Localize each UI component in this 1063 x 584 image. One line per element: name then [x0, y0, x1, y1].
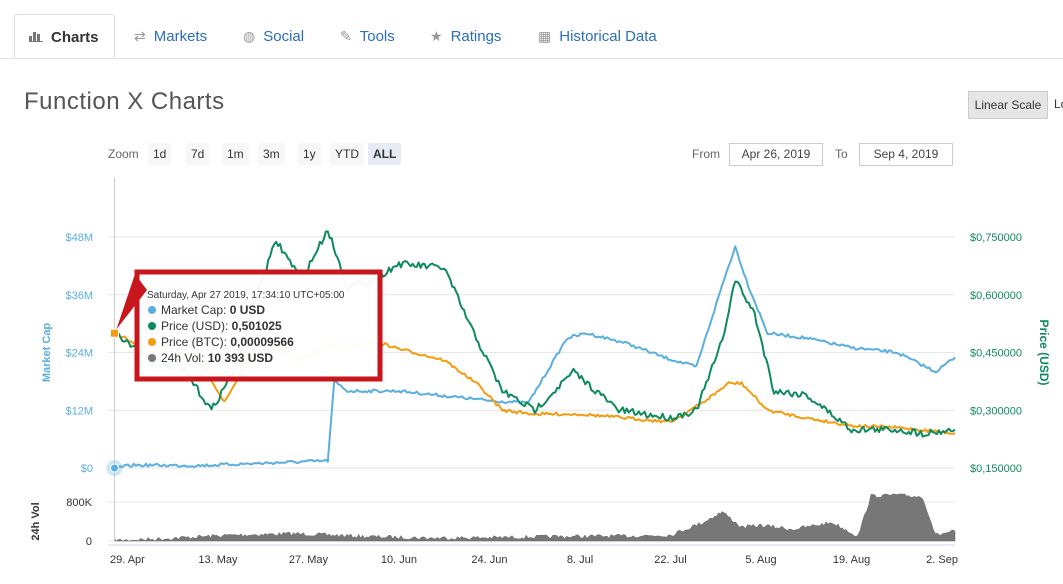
x-tick-label: 8. Jul	[567, 554, 593, 566]
left-tick-label: $48M	[65, 232, 93, 244]
tab-charts[interactable]: Charts	[14, 14, 115, 58]
calendar-icon: ▦	[538, 28, 552, 44]
price-chart[interactable]: $0 $0,150000 $12M $0,300000 $24M $0,450000 $36…	[0, 170, 1063, 584]
x-tick-label: 2. Sep	[926, 554, 958, 566]
left-tick-label: $24M	[65, 348, 93, 360]
tab-label: Historical Data	[559, 28, 657, 45]
market-cap-marker	[109, 463, 119, 473]
left-tick-label: $0	[81, 463, 93, 475]
volume-axis-title: 24h Vol	[30, 502, 42, 540]
tab-label: Markets	[153, 28, 208, 45]
zoom-3m-button[interactable]: 3m	[258, 143, 285, 165]
tooltip-row: Price (BTC): 0,00009566	[161, 335, 294, 349]
tooltip-bullet	[148, 306, 156, 314]
right-axis-title: Price (USD)	[1037, 319, 1051, 385]
zoom-1m-button[interactable]: 1m	[222, 143, 249, 165]
tooltip-box	[134, 269, 383, 382]
tab-social[interactable]: ◍ Social	[243, 14, 304, 58]
left-tick-label: $36M	[65, 290, 93, 302]
from-label: From	[692, 147, 720, 161]
volume-tick-label: 0	[86, 536, 92, 548]
zoom-label: Zoom	[108, 147, 139, 161]
tab-ratings[interactable]: ★ Ratings	[430, 14, 501, 58]
tooltip-bullet	[148, 354, 156, 362]
tooltip-bullet	[148, 338, 156, 346]
x-tick-label: 24. Jun	[471, 554, 507, 566]
bar-chart-icon	[29, 15, 43, 59]
from-date-input[interactable]: Apr 26, 2019	[729, 143, 823, 166]
x-tick-label: 19. Aug	[833, 554, 870, 566]
right-tick-label: $0,600000	[970, 290, 1022, 302]
zoom-all-button[interactable]: ALL	[368, 143, 402, 165]
x-tick-label: 13. May	[198, 554, 238, 566]
tab-tools[interactable]: ✎ Tools	[340, 14, 395, 58]
tab-label: Social	[263, 28, 305, 45]
volume-tick-label: 800K	[66, 497, 92, 509]
tooltip-row: Price (USD): 0,501025	[161, 319, 282, 333]
tab-label: Tools	[359, 28, 395, 45]
x-tick-label: 27. May	[289, 554, 329, 566]
x-tick-label: 22. Jul	[654, 554, 686, 566]
zoom-7d-button[interactable]: 7d	[186, 143, 210, 165]
tab-markets[interactable]: ⇄ Markets	[134, 14, 207, 58]
linear-scale-button[interactable]: Linear Scale	[968, 91, 1048, 119]
tab-label: Ratings	[450, 28, 502, 45]
tooltip-arrow	[116, 274, 147, 330]
tooltip-row: 24h Vol: 10 393 USD	[161, 351, 273, 365]
zoom-ytd-button[interactable]: YTD	[330, 143, 364, 165]
x-tick-label: 10. Jun	[381, 554, 417, 566]
zoom-1d-button[interactable]: 1d	[148, 143, 172, 165]
market-cap-line	[114, 245, 956, 469]
to-date-input[interactable]: Sep 4, 2019	[859, 143, 953, 166]
wrench-icon: ✎	[340, 28, 352, 44]
tab-historical-data[interactable]: ▦ Historical Data	[538, 14, 657, 58]
tab-bar: Charts ⇄ Markets ◍ Social ✎ Tools ★ Ratings …	[0, 0, 1063, 59]
globe-icon: ◍	[243, 28, 256, 44]
to-label: To	[835, 147, 848, 161]
tab-label: Charts	[51, 29, 99, 46]
x-tick-label: 5. Aug	[745, 554, 776, 566]
right-tick-label: $0,450000	[970, 348, 1022, 360]
tooltip-row: Market Cap: 0 USD	[161, 303, 265, 317]
star-icon: ★	[430, 28, 443, 44]
left-tick-label: $12M	[65, 405, 93, 417]
right-tick-label: $0,300000	[970, 405, 1022, 417]
volume-area	[114, 493, 956, 542]
x-tick-label: 29. Apr	[110, 554, 145, 566]
tooltip-header: Saturday, Apr 27 2019, 17:34:10 UTC+05:0…	[147, 290, 345, 301]
page-title: Function X Charts	[24, 88, 225, 115]
right-tick-label: $0,150000	[970, 463, 1022, 475]
right-tick-label: $0,750000	[970, 232, 1022, 244]
zoom-1y-button[interactable]: 1y	[298, 143, 321, 165]
tooltip-bullet	[148, 322, 156, 330]
log-scale-button[interactable]: Lo	[1054, 97, 1063, 111]
exchange-arrows-icon: ⇄	[134, 28, 146, 44]
left-axis-title: Market Cap	[41, 323, 53, 383]
price-marker	[109, 328, 119, 338]
